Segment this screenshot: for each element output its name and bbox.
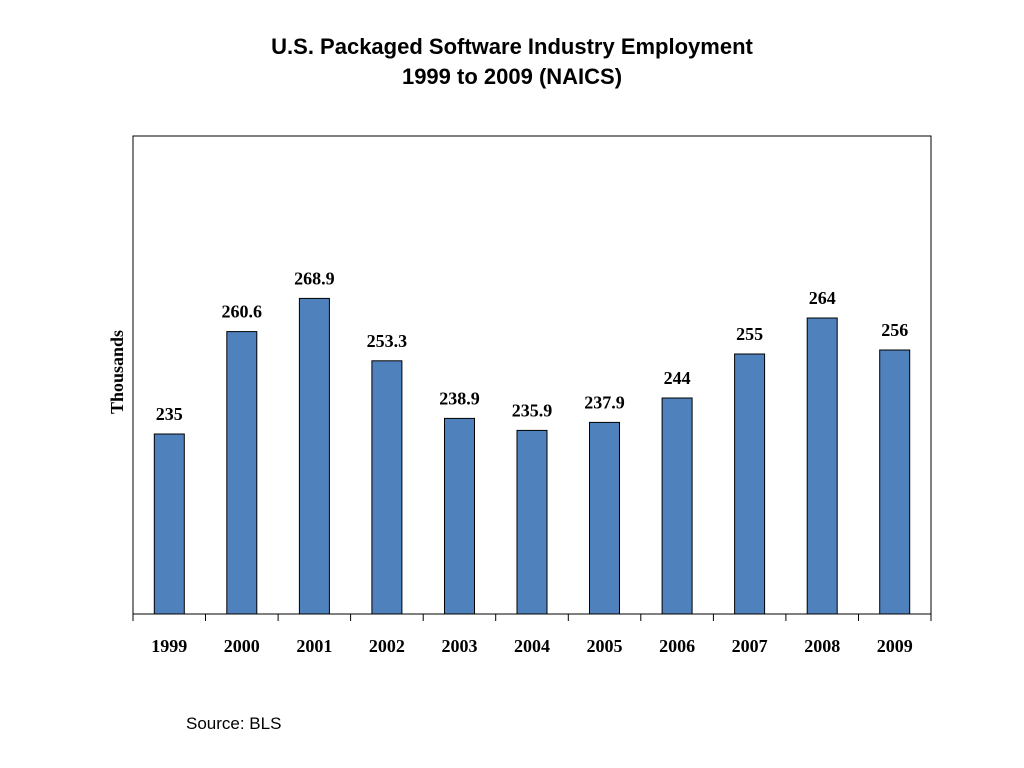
chart-title-block: U.S. Packaged Software Industry Employme… xyxy=(0,32,1024,92)
bar-2009 xyxy=(879,349,911,615)
value-label-2009: 256 xyxy=(881,320,908,340)
chart-title: U.S. Packaged Software Industry Employme… xyxy=(271,34,753,59)
x-tick-label-2004: 2004 xyxy=(514,636,550,656)
bars-group xyxy=(153,297,911,615)
y-axis-label: Thousands xyxy=(107,330,127,414)
x-tick-labels-group: 1999 2000 2001 2002 2003 2004 2005 2006 2007 2008… xyxy=(151,636,912,656)
bar-1999 xyxy=(153,433,185,615)
bar-2001 xyxy=(298,297,330,615)
bar-2003 xyxy=(444,417,475,615)
x-tick-label-2009: 2009 xyxy=(877,636,913,656)
value-label-2003: 238.9 xyxy=(439,388,480,408)
value-label-2001: 268.9 xyxy=(294,268,335,288)
value-label-2000: 260.6 xyxy=(222,302,263,322)
value-label-2004: 235.9 xyxy=(512,400,553,420)
x-tick-label-2003: 2003 xyxy=(442,636,478,656)
value-label-1999: 235 xyxy=(156,404,183,424)
x-tick-label-2000: 2000 xyxy=(224,636,260,656)
x-ticks-group xyxy=(132,614,932,621)
chart-subtitle: 1999 to 2009 (NAICS) xyxy=(401,64,623,89)
x-tick-label-2008: 2008 xyxy=(804,636,840,656)
x-tick-label-2006: 2006 xyxy=(659,636,695,656)
bar-2002 xyxy=(371,360,403,615)
bar-2005 xyxy=(589,421,620,615)
x-tick-label-1999: 1999 xyxy=(151,636,187,656)
value-label-2005: 237.9 xyxy=(584,392,625,412)
bar-2000 xyxy=(226,331,258,615)
value-label-2007: 255 xyxy=(736,324,763,344)
bar-2006 xyxy=(661,397,693,615)
x-tick-label-2005: 2005 xyxy=(587,636,623,656)
value-label-2002: 253.3 xyxy=(367,331,408,351)
bar-2008 xyxy=(806,317,838,615)
bar-2004 xyxy=(516,429,548,615)
value-label-2008: 264 xyxy=(809,288,836,308)
x-tick-label-2007: 2007 xyxy=(732,636,768,656)
bar-2007 xyxy=(734,353,766,615)
x-tick-label-2001: 2001 xyxy=(296,636,332,656)
source-note: Source: BLS xyxy=(186,714,282,733)
value-labels-group: 235 260.6 268.9 253.3 238.9 235.9 237.9 244 255 2… xyxy=(156,268,908,424)
value-label-2006: 244 xyxy=(664,368,691,388)
x-tick-label-2002: 2002 xyxy=(369,636,405,656)
